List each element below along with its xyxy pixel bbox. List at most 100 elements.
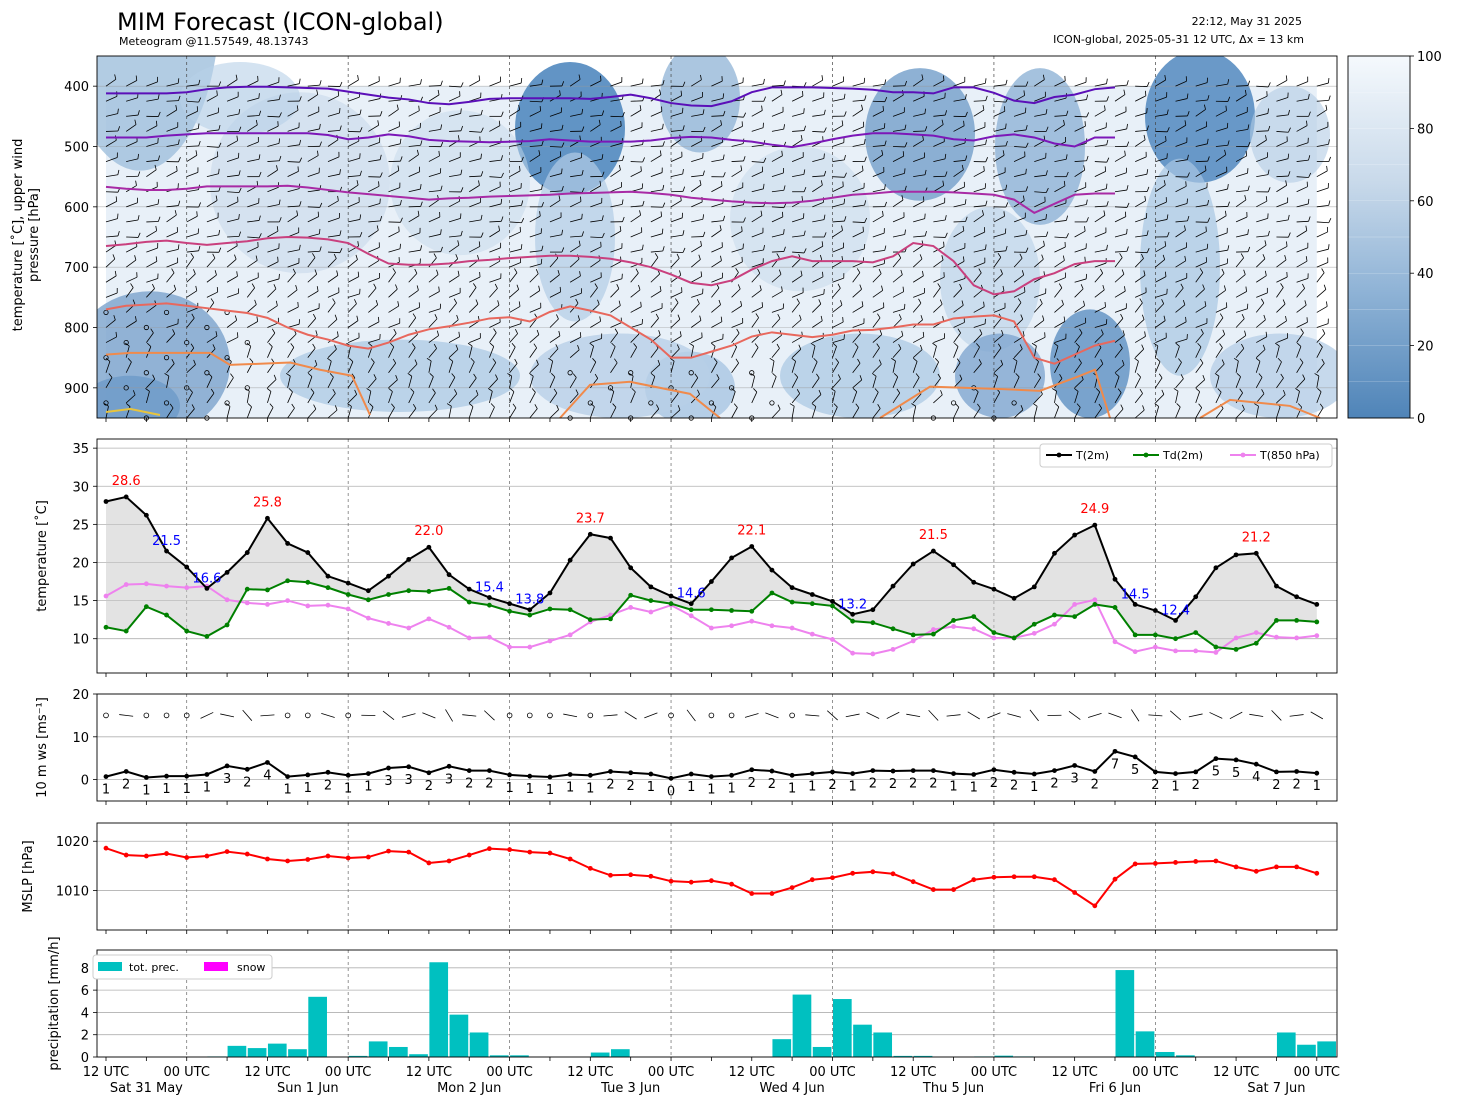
series-point-1 (1133, 632, 1138, 637)
y-axis-label-line: pressure [hPa] (27, 188, 42, 282)
wind-barb-flag (582, 214, 583, 219)
wind-speed-value: 2 (748, 776, 756, 791)
series-point-1 (265, 588, 270, 593)
wind-speed-point (164, 774, 169, 779)
series-point-0 (1092, 523, 1097, 528)
wind-barb-flag (338, 91, 339, 96)
series-point-2 (850, 651, 855, 656)
series-point-0 (346, 581, 351, 586)
series-point-1 (305, 580, 310, 585)
series-point-2 (770, 623, 775, 628)
precip-bar (450, 1015, 469, 1057)
series-point-1 (406, 588, 411, 593)
wind-speed-value: 1 (1171, 780, 1179, 795)
series-point-0 (689, 601, 694, 606)
day-label: Tue 3 Jun (600, 1081, 660, 1096)
wind-speed-value: 3 (445, 772, 453, 787)
day-label: Sat 31 May (110, 1081, 183, 1096)
series-point-0 (850, 612, 855, 617)
series-point-2 (487, 635, 492, 640)
series-point-2 (507, 645, 512, 650)
mslp-point (124, 853, 129, 858)
series-point-0 (628, 565, 633, 570)
day-label: Fri 6 Jun (1089, 1081, 1141, 1096)
y-axis-label: 10 m ws [ms⁻¹] (35, 697, 50, 798)
series-point-1 (1052, 613, 1057, 618)
wind-speed-value: 1 (949, 780, 957, 795)
wind-speed-point (588, 773, 593, 778)
wind-speed-value: 1 (283, 783, 291, 798)
series-point-0 (104, 499, 109, 504)
wind-barb-flag (621, 121, 622, 126)
series-point-2 (830, 637, 835, 642)
wind-speed-value: 2 (425, 779, 433, 794)
y-tick-label: 4 (81, 1006, 89, 1021)
series-point-2 (870, 652, 875, 657)
extreme-label: 23.7 (576, 511, 605, 526)
mslp-point (285, 859, 290, 864)
wind-speed-value: 3 (405, 773, 413, 788)
time-tick-label: 12 UTC (567, 1065, 613, 1080)
mslp-point (366, 855, 371, 860)
precip-bar (1116, 970, 1135, 1057)
series-point-2 (931, 627, 936, 632)
wind-speed-point (1294, 769, 1299, 774)
series-point-1 (1314, 620, 1319, 625)
extreme-label: 12.4 (1161, 603, 1190, 618)
time-tick-label: 00 UTC (971, 1065, 1017, 1080)
series-point-1 (1032, 622, 1037, 627)
series-point-1 (1274, 618, 1279, 623)
series-point-0 (648, 584, 653, 589)
wind-speed-point (770, 769, 775, 774)
y-tick-label: 700 (64, 261, 89, 276)
series-point-2 (164, 584, 169, 589)
precip-bar (793, 995, 812, 1057)
wind-speed-point (628, 770, 633, 775)
mslp-point (810, 877, 815, 882)
series-point-2 (326, 603, 331, 608)
legend-marker (1241, 453, 1246, 458)
wind-speed-point (870, 768, 875, 773)
y-tick-label: 6 (81, 984, 89, 999)
series-point-2 (184, 585, 189, 590)
wind-speed-value: 1 (788, 781, 796, 796)
series-point-1 (911, 632, 916, 637)
y-tick-label: 400 (64, 80, 89, 95)
series-point-0 (971, 580, 976, 585)
y-tick-label: 8 (81, 962, 89, 977)
series-point-1 (447, 586, 452, 591)
wind-speed-value: 2 (889, 777, 897, 792)
series-point-0 (749, 544, 754, 549)
mslp-point (729, 882, 734, 887)
wind-speed-point (285, 774, 290, 779)
wind-speed-point (1133, 755, 1138, 760)
extreme-label: 21.2 (1242, 530, 1271, 545)
mslp-point (971, 877, 976, 882)
series-point-0 (366, 588, 371, 593)
series-point-1 (1294, 618, 1299, 623)
wind-speed-value: 1 (546, 783, 554, 798)
wind-speed-value: 4 (1252, 770, 1260, 785)
series-point-1 (1092, 602, 1097, 607)
wind-speed-value: 5 (1212, 765, 1220, 780)
series-point-1 (124, 629, 129, 634)
wind-speed-point (447, 764, 452, 769)
wind-barb-flag (379, 181, 380, 186)
series-point-2 (144, 581, 149, 586)
wind-barb-flag (298, 302, 299, 307)
extreme-label: 21.5 (152, 534, 181, 549)
y-tick-label: 25 (72, 518, 89, 533)
series-point-1 (346, 592, 351, 597)
series-point-0 (870, 607, 875, 612)
mslp-point (507, 847, 512, 852)
humidity-patch (280, 340, 520, 412)
mslp-point (951, 887, 956, 892)
series-point-0 (225, 570, 230, 575)
day-label: Sat 7 Jun (1247, 1081, 1305, 1096)
wind-barb-flag (804, 108, 805, 113)
series-point-0 (326, 574, 331, 579)
precip-legend: tot. prec.snow (93, 955, 272, 979)
precip-bar (248, 1048, 267, 1057)
series-point-0 (507, 601, 512, 606)
series-point-0 (548, 591, 553, 596)
